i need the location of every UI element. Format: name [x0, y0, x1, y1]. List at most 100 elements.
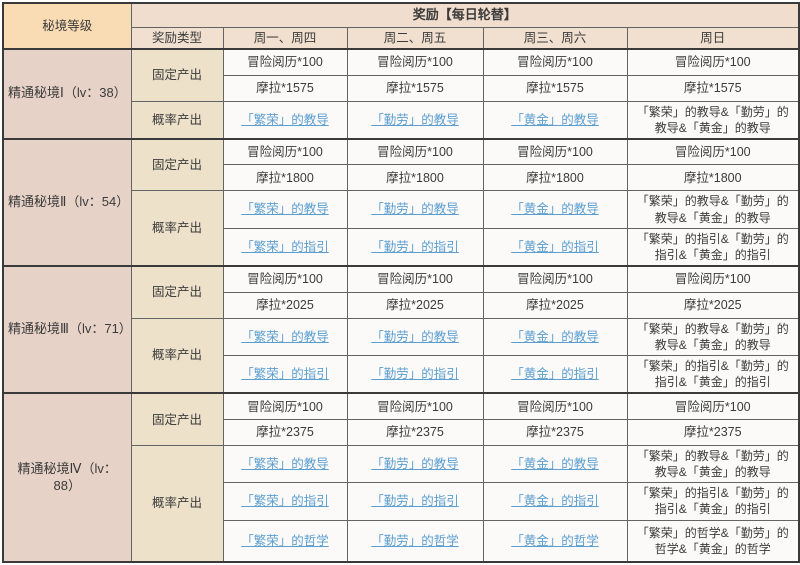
reward-link[interactable]: 「勤劳」的教导 — [371, 456, 459, 471]
col-header-wed-sat: 周三、周六 — [482, 26, 628, 50]
reward-cell: 「繁荣」的指引 — [222, 355, 348, 394]
mora-reward-cell: 摩拉*2025 — [626, 291, 800, 319]
tier-cell: 精通秘境Ⅲ（lv：71） — [2, 265, 132, 394]
col-header-tue-fri: 周二、周五 — [346, 26, 484, 50]
exp-reward-cell: 冒险阅历*100 — [482, 137, 628, 166]
sunday-combo-cell: 「繁荣」的指引&「勤劳」的指引&「黄金」的指引 — [626, 482, 800, 521]
reward-link[interactable]: 「黄金」的指引 — [511, 239, 599, 254]
exp-reward-cell: 冒险阅历*100 — [346, 137, 484, 166]
reward-cell: 「黄金」的指引 — [482, 482, 628, 521]
mora-reward-cell: 摩拉*1800 — [482, 164, 628, 192]
reward-cell: 「黄金」的教导 — [482, 100, 628, 140]
probability-output-label: 概率产出 — [130, 190, 224, 267]
tier-cell: 精通秘境Ⅳ（lv：88） — [2, 392, 132, 563]
reward-link[interactable]: 「繁荣」的教导 — [241, 329, 329, 344]
reward-cell: 「繁荣」的教导 — [222, 190, 348, 229]
mora-reward-cell: 摩拉*2025 — [222, 291, 348, 319]
reward-link[interactable]: 「勤劳」的指引 — [371, 367, 459, 382]
reward-link[interactable]: 「繁荣」的指引 — [241, 367, 329, 382]
mora-reward-cell: 摩拉*2375 — [222, 418, 348, 446]
exp-reward-cell: 冒险阅历*100 — [482, 265, 628, 293]
exp-reward-cell: 冒险阅历*100 — [482, 48, 628, 76]
reward-link[interactable]: 「勤劳」的教导 — [371, 329, 459, 344]
reward-link[interactable]: 「勤劳」的指引 — [371, 494, 459, 509]
reward-cell: 「繁荣」的教导 — [222, 100, 348, 140]
reward-cell: 「勤劳」的指引 — [346, 227, 484, 267]
reward-link[interactable]: 「勤劳」的教导 — [371, 202, 459, 217]
sunday-combo-cell: 「繁荣」的教导&「勤劳」的教导&「黄金」的教导 — [626, 317, 800, 357]
reward-cell: 「黄金」的教导 — [482, 444, 628, 484]
col-header-reward-type: 奖励类型 — [130, 26, 224, 50]
probability-output-label: 概率产出 — [130, 317, 224, 394]
sunday-combo-cell: 「繁荣」的指引&「勤劳」的指引&「黄金」的指引 — [626, 355, 800, 394]
corner-header-tier-level: 秘境等级 — [2, 2, 132, 50]
sunday-combo-cell: 「繁荣」的指引&「勤劳」的指引&「黄金」的指引 — [626, 227, 800, 267]
reward-link[interactable]: 「繁荣」的指引 — [241, 239, 329, 254]
mora-reward-cell: 摩拉*1800 — [346, 164, 484, 192]
sunday-combo-cell: 「繁荣」的教导&「勤劳」的教导&「黄金」的教导 — [626, 444, 800, 484]
mora-reward-cell: 摩拉*1800 — [222, 164, 348, 192]
probability-output-label: 概率产出 — [130, 444, 224, 563]
sunday-combo-cell: 「繁荣」的教导&「勤劳」的教导&「黄金」的教导 — [626, 190, 800, 229]
probability-output-label: 概率产出 — [130, 100, 224, 140]
exp-reward-cell: 冒险阅历*100 — [346, 392, 484, 420]
reward-cell: 「繁荣」的教导 — [222, 317, 348, 357]
col-header-sun: 周日 — [626, 26, 800, 50]
reward-link[interactable]: 「黄金」的教导 — [511, 202, 599, 217]
exp-reward-cell: 冒险阅历*100 — [222, 265, 348, 293]
reward-cell: 「勤劳」的教导 — [346, 444, 484, 484]
reward-cell: 「勤劳」的教导 — [346, 100, 484, 140]
mora-reward-cell: 摩拉*2025 — [346, 291, 484, 319]
reward-cell: 「繁荣」的教导 — [222, 444, 348, 484]
exp-reward-cell: 冒险阅历*100 — [222, 137, 348, 166]
sunday-combo-cell: 「繁荣」的教导&「勤劳」的教导&「黄金」的教导 — [626, 100, 800, 140]
mora-reward-cell: 摩拉*2375 — [482, 418, 628, 446]
reward-link[interactable]: 「黄金」的指引 — [511, 494, 599, 509]
exp-reward-cell: 冒险阅历*100 — [626, 392, 800, 420]
reward-cell: 「勤劳」的教导 — [346, 190, 484, 229]
exp-reward-cell: 冒险阅历*100 — [346, 48, 484, 76]
reward-cell: 「勤劳」的哲学 — [346, 519, 484, 563]
col-header-mon-thu: 周一、周四 — [222, 26, 348, 50]
reward-cell: 「繁荣」的指引 — [222, 482, 348, 521]
reward-cell: 「黄金」的指引 — [482, 227, 628, 267]
mora-reward-cell: 摩拉*1800 — [626, 164, 800, 192]
reward-header: 奖励【每日轮替】 — [130, 2, 800, 28]
reward-link[interactable]: 「黄金」的教导 — [511, 456, 599, 471]
reward-cell: 「勤劳」的指引 — [346, 482, 484, 521]
mora-reward-cell: 摩拉*1575 — [626, 74, 800, 102]
fixed-output-label: 固定产出 — [130, 265, 224, 319]
reward-cell: 「勤劳」的教导 — [346, 317, 484, 357]
exp-reward-cell: 冒险阅历*100 — [482, 392, 628, 420]
reward-link[interactable]: 「繁荣」的教导 — [241, 202, 329, 217]
reward-cell: 「繁荣」的哲学 — [222, 519, 348, 563]
exp-reward-cell: 冒险阅历*100 — [222, 48, 348, 76]
exp-reward-cell: 冒险阅历*100 — [222, 392, 348, 420]
reward-link[interactable]: 「黄金」的教导 — [511, 112, 599, 127]
reward-link[interactable]: 「勤劳」的指引 — [371, 239, 459, 254]
fixed-output-label: 固定产出 — [130, 392, 224, 446]
mora-reward-cell: 摩拉*1575 — [482, 74, 628, 102]
tier-cell: 精通秘境Ⅱ（lv：54） — [2, 137, 132, 267]
reward-link[interactable]: 「黄金」的指引 — [511, 367, 599, 382]
reward-link[interactable]: 「繁荣」的教导 — [241, 456, 329, 471]
reward-cell: 「黄金」的教导 — [482, 190, 628, 229]
mora-reward-cell: 摩拉*1575 — [222, 74, 348, 102]
reward-link[interactable]: 「勤劳」的教导 — [371, 112, 459, 127]
exp-reward-cell: 冒险阅历*100 — [626, 137, 800, 166]
reward-cell: 「黄金」的教导 — [482, 317, 628, 357]
reward-link[interactable]: 「黄金」的教导 — [511, 329, 599, 344]
reward-link[interactable]: 「繁荣」的教导 — [241, 112, 329, 127]
sunday-combo-cell: 「繁荣」的哲学&「勤劳」的哲学&「黄金」的哲学 — [626, 519, 800, 563]
reward-link[interactable]: 「繁荣」的指引 — [241, 494, 329, 509]
reward-cell: 「勤劳」的指引 — [346, 355, 484, 394]
mora-reward-cell: 摩拉*1575 — [346, 74, 484, 102]
fixed-output-label: 固定产出 — [130, 48, 224, 102]
mora-reward-cell: 摩拉*2375 — [626, 418, 800, 446]
tier-cell: 精通秘境Ⅰ（lv：38） — [2, 48, 132, 140]
mora-reward-cell: 摩拉*2025 — [482, 291, 628, 319]
exp-reward-cell: 冒险阅历*100 — [626, 48, 800, 76]
exp-reward-cell: 冒险阅历*100 — [626, 265, 800, 293]
